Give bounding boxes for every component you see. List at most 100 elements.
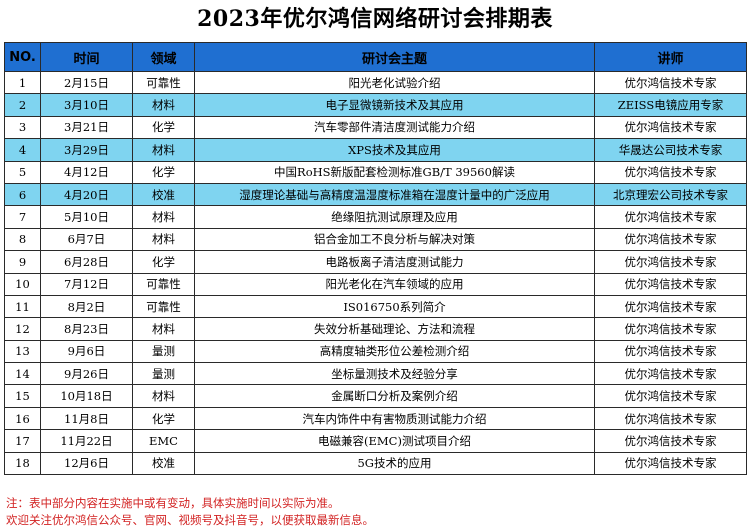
session-date: 3月21日 <box>40 115 133 140</box>
session-date: 9月6日 <box>40 339 133 364</box>
session-date: 10月18日 <box>40 384 133 408</box>
session-topic: 阳光老化试验介绍 <box>194 70 595 95</box>
session-field: 材料 <box>132 93 195 117</box>
table-row: 17 11月22日 EMC 电磁兼容(EMC)测试项目介绍 优尔鸿信技术专家 <box>4 429 747 453</box>
row-number: 17 <box>4 429 41 453</box>
row-number: 6 <box>4 182 41 207</box>
session-date: 6月28日 <box>40 250 133 274</box>
session-topic: 电子显微镜新技术及其应用 <box>194 93 595 117</box>
table-row: 1 2月15日 可靠性 阳光老化试验介绍 优尔鸿信技术专家 <box>4 70 747 95</box>
session-field: 材料 <box>132 205 195 229</box>
session-field: EMC <box>132 429 195 453</box>
row-number: 10 <box>4 272 41 296</box>
session-date: 11月8日 <box>40 406 133 431</box>
session-field: 化学 <box>132 406 195 431</box>
session-topic: 湿度理论基础与高精度温湿度标准箱在湿度计量中的广泛应用 <box>194 182 595 207</box>
note-change-disclaimer: 注：表中部分内容在实施中或有变动，具体实施时间以实际为准。 <box>6 496 340 510</box>
session-field: 可靠性 <box>132 294 195 319</box>
row-number: 9 <box>4 250 41 274</box>
column-header-field: 领域 <box>132 42 195 72</box>
session-lecturer: 北京理宏公司技术专家 <box>594 182 747 207</box>
session-date: 2月15日 <box>40 70 133 95</box>
session-field: 可靠性 <box>132 272 195 296</box>
session-lecturer: 优尔鸿信技术专家 <box>594 160 747 184</box>
table-row: 16 11月8日 化学 汽车内饰件中有害物质测试能力介绍 优尔鸿信技术专家 <box>4 406 747 431</box>
session-field: 量测 <box>132 362 195 386</box>
session-lecturer: 优尔鸿信技术专家 <box>594 294 747 319</box>
table-row: 18 12月6日 校准 5G技术的应用 优尔鸿信技术专家 <box>4 451 747 476</box>
session-lecturer: 优尔鸿信技术专家 <box>594 362 747 386</box>
row-number: 5 <box>4 160 41 184</box>
column-header-no: NO. <box>4 42 41 72</box>
session-date: 11月22日 <box>40 429 133 453</box>
schedule-table: NO. 时间 领域 研讨会主题 讲师 1 2月15日 可靠性 阳光老化试验介绍 优尔鸿信… <box>4 42 747 476</box>
table-row: 5 4月12日 化学 中国RoHS新版配套检测标准GB/T 39560解读 优尔鸿信技术… <box>4 160 747 184</box>
table-row: 11 8月2日 可靠性 IS016750系列简介 优尔鸿信技术专家 <box>4 294 747 319</box>
session-date: 5月10日 <box>40 205 133 229</box>
note-follow-channels: 欢迎关注优尔鸿信公众号、官网、视频号及抖音号，以便获取最新信息。 <box>6 513 374 527</box>
session-field: 材料 <box>132 317 195 341</box>
session-topic: 中国RoHS新版配套检测标准GB/T 39560解读 <box>194 160 595 184</box>
session-topic: IS016750系列简介 <box>194 294 595 319</box>
row-number: 18 <box>4 451 41 476</box>
table-row: 3 3月21日 化学 汽车零部件清洁度测试能力介绍 优尔鸿信技术专家 <box>4 115 747 140</box>
row-number: 11 <box>4 294 41 319</box>
row-number: 16 <box>4 406 41 431</box>
session-topic: 阳光老化在汽车领域的应用 <box>194 272 595 296</box>
session-topic: 金属断口分析及案例介绍 <box>194 384 595 408</box>
row-number: 12 <box>4 317 41 341</box>
session-lecturer: 优尔鸿信技术专家 <box>594 429 747 453</box>
session-topic: 坐标量测技术及经验分享 <box>194 362 595 386</box>
session-field: 化学 <box>132 160 195 184</box>
session-field: 校准 <box>132 451 195 476</box>
session-lecturer: 优尔鸿信技术专家 <box>594 272 747 296</box>
table-header-row: NO. 时间 领域 研讨会主题 讲师 <box>4 42 747 72</box>
session-date: 4月20日 <box>40 182 133 207</box>
session-topic: 汽车内饰件中有害物质测试能力介绍 <box>194 406 595 431</box>
session-date: 9月26日 <box>40 362 133 386</box>
session-topic: 铝合金加工不良分析与解决对策 <box>194 227 595 252</box>
session-field: 化学 <box>132 250 195 274</box>
row-number: 13 <box>4 339 41 364</box>
column-header-topic: 研讨会主题 <box>194 42 595 72</box>
session-topic: 汽车零部件清洁度测试能力介绍 <box>194 115 595 140</box>
session-lecturer: 优尔鸿信技术专家 <box>594 70 747 95</box>
table-row: 6 4月20日 校准 湿度理论基础与高精度温湿度标准箱在湿度计量中的广泛应用 北京理宏公… <box>4 182 747 207</box>
session-topic: 失效分析基础理论、方法和流程 <box>194 317 595 341</box>
session-date: 6月7日 <box>40 227 133 252</box>
session-lecturer: 优尔鸿信技术专家 <box>594 115 747 140</box>
column-header-lecturer: 讲师 <box>594 42 747 72</box>
table-row: 2 3月10日 材料 电子显微镜新技术及其应用 ZEISS电镜应用专家 <box>4 93 747 117</box>
session-field: 材料 <box>132 138 195 162</box>
row-number: 2 <box>4 93 41 117</box>
session-field: 可靠性 <box>132 70 195 95</box>
session-date: 4月12日 <box>40 160 133 184</box>
row-number: 1 <box>4 70 41 95</box>
session-topic: 高精度轴类形位公差检测介绍 <box>194 339 595 364</box>
row-number: 14 <box>4 362 41 386</box>
row-number: 4 <box>4 138 41 162</box>
session-topic: 电磁兼容(EMC)测试项目介绍 <box>194 429 595 453</box>
session-topic: XPS技术及其应用 <box>194 138 595 162</box>
session-lecturer: 优尔鸿信技术专家 <box>594 384 747 408</box>
footer-notes: 注：表中部分内容在实施中或有变动，具体实施时间以实际为准。 欢迎关注优尔鸿信公众… <box>6 495 746 529</box>
session-field: 量测 <box>132 339 195 364</box>
session-lecturer: 优尔鸿信技术专家 <box>594 250 747 274</box>
session-field: 化学 <box>132 115 195 140</box>
table-row: 14 9月26日 量测 坐标量测技术及经验分享 优尔鸿信技术专家 <box>4 362 747 386</box>
table-row: 12 8月23日 材料 失效分析基础理论、方法和流程 优尔鸿信技术专家 <box>4 317 747 341</box>
page-title: 2023年优尔鸿信网络研讨会排期表 <box>197 6 553 32</box>
session-field: 材料 <box>132 227 195 252</box>
session-date: 3月29日 <box>40 138 133 162</box>
session-date: 12月6日 <box>40 451 133 476</box>
session-field: 校准 <box>132 182 195 207</box>
session-lecturer: 优尔鸿信技术专家 <box>594 339 747 364</box>
table-body: 1 2月15日 可靠性 阳光老化试验介绍 优尔鸿信技术专家 2 3月10日 材料 电子显微镜新技… <box>4 70 747 476</box>
row-number: 15 <box>4 384 41 408</box>
row-number: 8 <box>4 227 41 252</box>
session-date: 8月23日 <box>40 317 133 341</box>
row-number: 3 <box>4 115 41 140</box>
session-date: 3月10日 <box>40 93 133 117</box>
table-row: 4 3月29日 材料 XPS技术及其应用 华晟达公司技术专家 <box>4 138 747 162</box>
session-lecturer: 优尔鸿信技术专家 <box>594 451 747 476</box>
